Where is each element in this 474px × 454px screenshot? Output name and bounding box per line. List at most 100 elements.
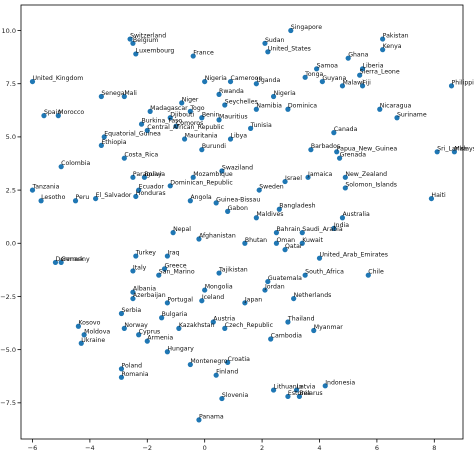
- data-point: [159, 315, 165, 321]
- data-point: [262, 40, 268, 46]
- point-label: Ukraine: [81, 337, 105, 344]
- point-label: United_Kingdom: [32, 75, 83, 82]
- data-point: [98, 142, 104, 149]
- point-label: El_Salvador: [96, 192, 132, 199]
- point-label: Samoa: [317, 62, 339, 69]
- point-label: Burkina_Faso: [142, 118, 183, 125]
- point-label: Malaysia: [454, 145, 474, 152]
- data-point: [170, 230, 176, 236]
- data-point: [118, 366, 125, 372]
- point-label: Greece: [165, 262, 187, 269]
- data-point: [216, 91, 222, 97]
- data-point: [282, 247, 288, 253]
- point-label: Turkey: [135, 250, 156, 257]
- point-label: Philippines: [452, 79, 474, 86]
- y-axis: −7.5 −5.0 −2.5 0.0 2.5 5.0 7.5 10.0: [0, 27, 21, 407]
- data-point: [285, 319, 291, 325]
- data-point: [219, 395, 225, 402]
- data-point: [136, 187, 142, 193]
- data-point: [242, 300, 248, 306]
- data-point: [38, 198, 44, 204]
- data-point: [434, 149, 440, 155]
- data-point: [285, 106, 291, 112]
- data-point: [213, 372, 219, 378]
- point-label: Mali: [124, 90, 137, 97]
- point-label: Germany: [61, 256, 90, 263]
- x-tick-label: 2: [260, 444, 264, 452]
- data-point: [308, 147, 314, 153]
- data-point: [319, 78, 325, 85]
- data-point: [222, 102, 228, 108]
- point-label: Lithuania: [274, 384, 303, 391]
- point-label: Ghana: [348, 52, 368, 59]
- data-point: [75, 323, 82, 329]
- data-point: [136, 332, 142, 338]
- point-label: Indonesia: [325, 379, 355, 386]
- data-point: [276, 206, 282, 212]
- data-point: [199, 115, 205, 121]
- data-point: [29, 187, 36, 193]
- point-label: Sierra_Leone: [360, 69, 400, 76]
- data-point: [138, 121, 145, 127]
- data-point: [130, 40, 136, 46]
- point-label: Belarus: [299, 390, 322, 397]
- point-label: Poland: [121, 362, 142, 369]
- point-label: Morocco: [58, 109, 84, 116]
- point-label: Cameroon: [231, 75, 263, 82]
- point-label: Swaziland: [222, 164, 253, 171]
- data-point: [156, 272, 162, 278]
- point-label: Seychelles: [225, 98, 258, 105]
- point-label: France: [193, 50, 214, 57]
- point-label: Chile: [368, 269, 384, 276]
- point-label: Finland: [216, 369, 238, 376]
- point-label: Central_African_Republic: [147, 124, 224, 131]
- data-point: [199, 298, 205, 304]
- point-label: Spain: [44, 109, 61, 116]
- point-label: Madagascar: [150, 105, 188, 112]
- point-label: Togo: [189, 105, 204, 112]
- point-label: Lesotho: [41, 194, 66, 201]
- point-label: Kenya: [383, 43, 402, 50]
- point-label: Mauritania: [185, 133, 218, 140]
- data-point: [101, 134, 107, 140]
- data-point: [322, 383, 328, 389]
- point-label: Benin: [202, 111, 220, 118]
- data-point: [121, 155, 127, 161]
- point-label: Fiji: [363, 79, 372, 86]
- data-point: [167, 183, 173, 189]
- point-label: Dominica: [288, 103, 317, 110]
- x-axis: −6 −4 −2 0 2 4 6 8: [28, 439, 436, 452]
- point-label: Tajikistan: [218, 267, 248, 274]
- data-point: [58, 164, 64, 170]
- point-label: Haiti: [431, 192, 446, 199]
- point-label: Romania: [121, 371, 148, 378]
- x-tick-label: −2: [142, 444, 152, 452]
- point-label: Colombia: [61, 160, 90, 167]
- y-tick-label: 7.5: [6, 80, 16, 88]
- data-point: [314, 66, 320, 72]
- data-point: [342, 185, 348, 191]
- data-point: [268, 336, 274, 342]
- data-point: [227, 136, 234, 142]
- data-point: [273, 240, 280, 246]
- point-label: Iceland: [202, 294, 224, 301]
- data-point: [118, 310, 125, 317]
- data-point: [293, 387, 300, 393]
- data-point: [81, 332, 87, 338]
- plot-frame: [20, 4, 464, 440]
- point-label: New_Zealand: [345, 171, 387, 178]
- point-label: Bangladesh: [279, 203, 315, 210]
- data-point: [262, 287, 268, 293]
- data-point: [190, 53, 196, 59]
- data-point: [225, 208, 231, 214]
- data-point: [213, 200, 219, 206]
- point-label: Nepal: [173, 226, 191, 233]
- point-label: Saudi_Arabia: [302, 226, 343, 233]
- data-point: [242, 240, 248, 246]
- point-label: Nigeria: [274, 90, 296, 97]
- data-point: [253, 215, 259, 221]
- point-label: Albania: [133, 286, 156, 293]
- data-point: [428, 195, 435, 202]
- point-label: Jamaica: [307, 171, 333, 178]
- point-label: Maldives: [256, 211, 283, 218]
